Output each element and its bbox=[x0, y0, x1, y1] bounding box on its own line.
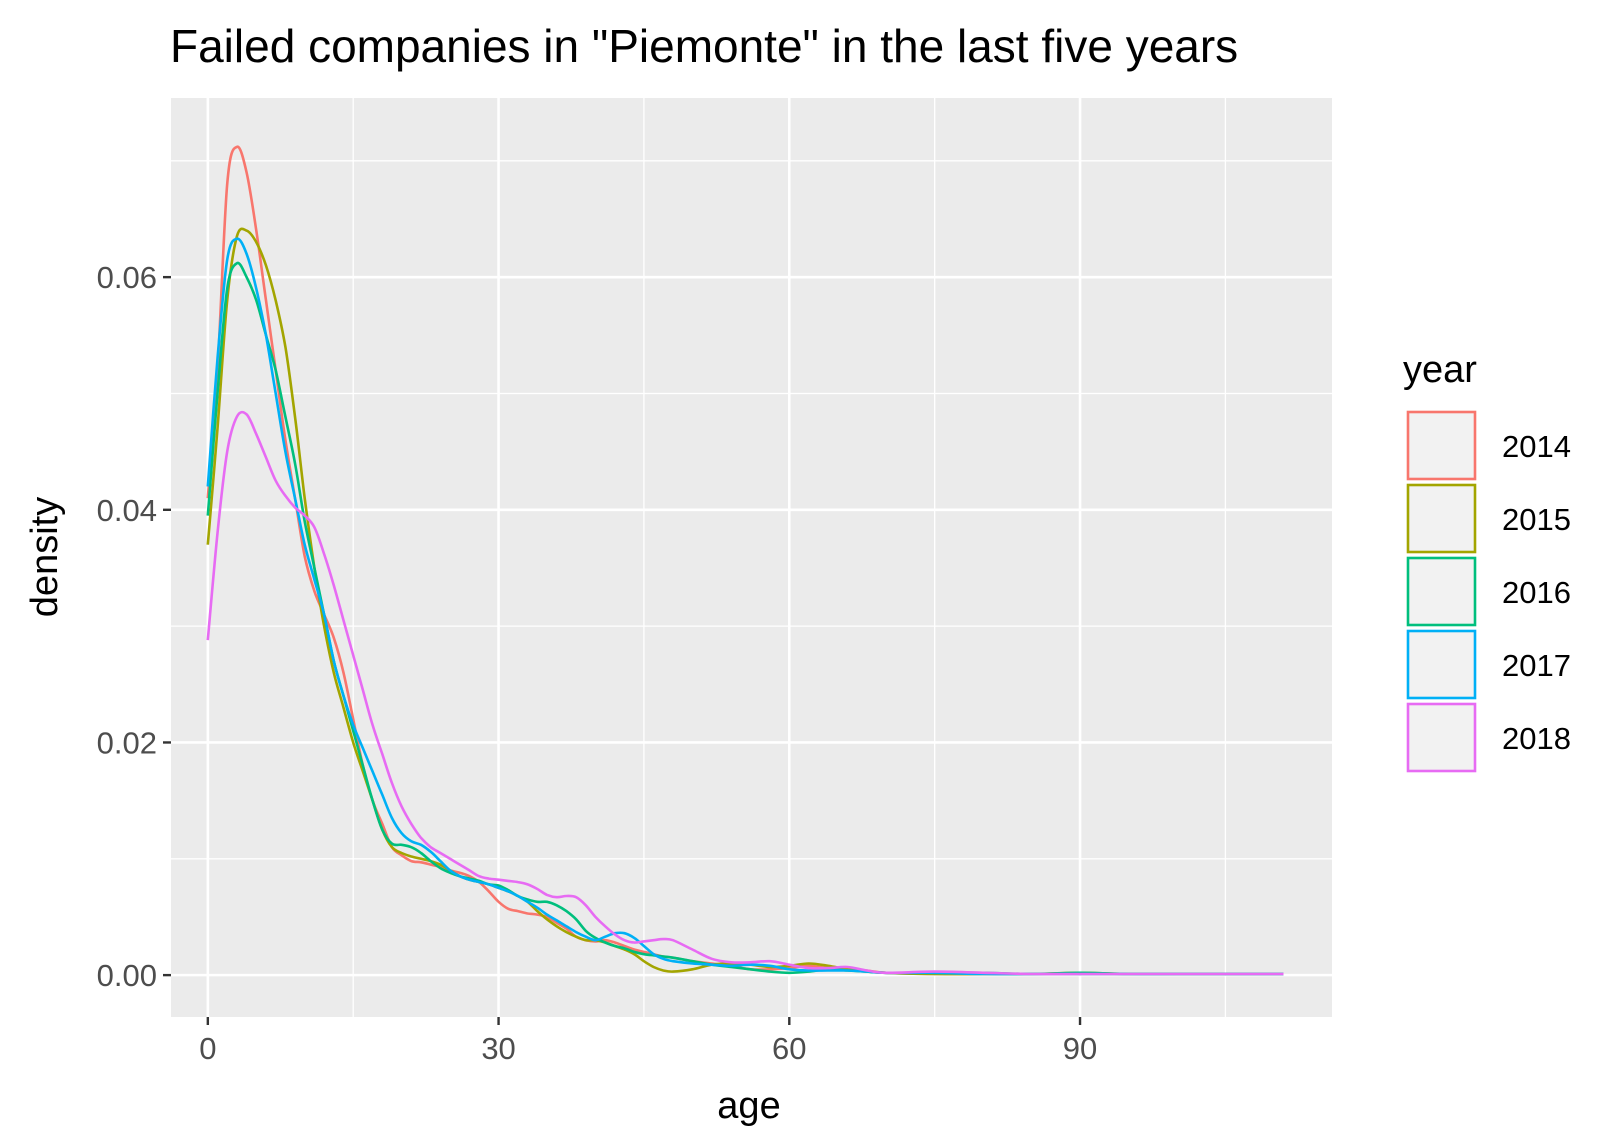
y-axis-title: density bbox=[24, 497, 66, 617]
legend-label-2015: 2015 bbox=[1502, 502, 1571, 537]
x-tick-label: 30 bbox=[481, 1031, 515, 1066]
legend-label-2017: 2017 bbox=[1502, 648, 1571, 683]
density-line-2018 bbox=[206, 410, 1284, 976]
legend-label-2016: 2016 bbox=[1502, 575, 1571, 610]
y-axis: 0.00 0.02 0.04 0.06 bbox=[97, 260, 171, 993]
plot-panel bbox=[171, 98, 1332, 1017]
x-axis: 0 30 60 90 bbox=[199, 1017, 1097, 1066]
y-tick-label: 0.06 bbox=[97, 260, 157, 295]
panel-background bbox=[171, 98, 1332, 1017]
legend-key-2015 bbox=[1406, 483, 1477, 554]
legend-key-2017 bbox=[1406, 629, 1477, 700]
x-tick-label: 0 bbox=[199, 1031, 216, 1066]
density-lines bbox=[206, 145, 1284, 976]
x-tick-label: 60 bbox=[772, 1031, 806, 1066]
legend-key-2018 bbox=[1406, 702, 1477, 773]
legend-key-2014 bbox=[1406, 410, 1477, 481]
chart-title: Failed companies in "Piemonte" in the la… bbox=[170, 20, 1238, 72]
legend-key-2016 bbox=[1406, 556, 1477, 627]
x-tick-label: 90 bbox=[1063, 1031, 1097, 1066]
x-axis-title: age bbox=[717, 1085, 780, 1127]
y-tick-label: 0.02 bbox=[97, 725, 157, 760]
y-tick-label: 0.04 bbox=[97, 493, 157, 528]
legend-items: 2014 2015 2016 2017 2018 bbox=[1406, 410, 1571, 773]
legend-label-2018: 2018 bbox=[1502, 721, 1571, 756]
y-tick-label: 0.00 bbox=[97, 958, 157, 993]
legend-label-2014: 2014 bbox=[1502, 429, 1571, 464]
density-line-2017 bbox=[206, 237, 1284, 976]
legend: year 2014 2015 2016 2017 2018 bbox=[1403, 349, 1571, 773]
minor-gridlines bbox=[171, 98, 1332, 1017]
legend-title: year bbox=[1403, 349, 1477, 391]
